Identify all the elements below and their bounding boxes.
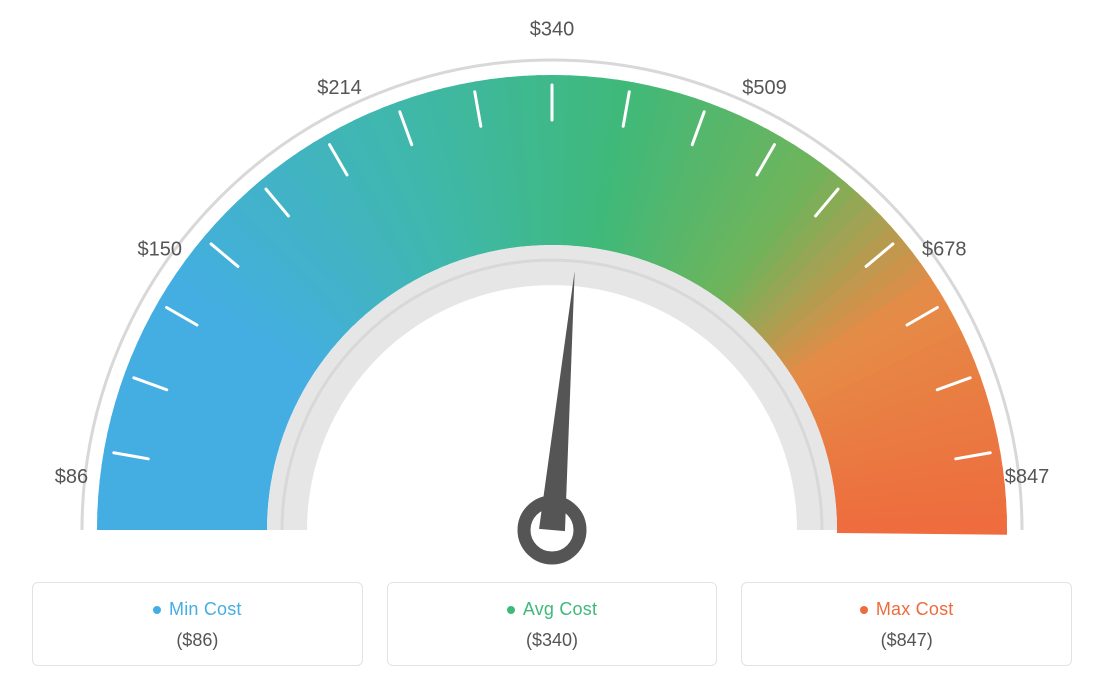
- legend-label-text: Avg Cost: [523, 599, 597, 620]
- gauge-tick-label: $847: [1005, 466, 1050, 488]
- legend-label-min: Min Cost: [153, 599, 242, 620]
- legend-value-avg: ($340): [388, 630, 717, 651]
- gauge-chart: $86 $150 $214 $340 $509 $678 $847: [0, 0, 1104, 570]
- legend-label-text: Max Cost: [876, 599, 954, 620]
- legend-card-min: Min Cost ($86): [32, 582, 363, 666]
- dot-icon: [860, 606, 868, 614]
- gauge-tick-label: $150: [137, 239, 182, 261]
- cost-gauge-widget: $86 $150 $214 $340 $509 $678 $847 Min Cost ($8…: [0, 0, 1104, 690]
- legend-value-min: ($86): [33, 630, 362, 651]
- gauge-tick-label: $340: [530, 18, 575, 40]
- gauge-tick-label: $86: [55, 466, 88, 488]
- dot-icon: [507, 606, 515, 614]
- legend-label-max: Max Cost: [860, 599, 954, 620]
- legend-row: Min Cost ($86) Avg Cost ($340) Max Cost …: [32, 582, 1072, 666]
- legend-card-max: Max Cost ($847): [741, 582, 1072, 666]
- gauge-needle: [539, 271, 575, 531]
- legend-label-avg: Avg Cost: [507, 599, 597, 620]
- legend-value-max: ($847): [742, 630, 1071, 651]
- gauge-tick-label: $678: [922, 239, 967, 261]
- legend-label-text: Min Cost: [169, 599, 242, 620]
- dot-icon: [153, 606, 161, 614]
- gauge-tick-label: $509: [742, 77, 787, 99]
- legend-card-avg: Avg Cost ($340): [387, 582, 718, 666]
- gauge-tick-label: $214: [317, 77, 362, 99]
